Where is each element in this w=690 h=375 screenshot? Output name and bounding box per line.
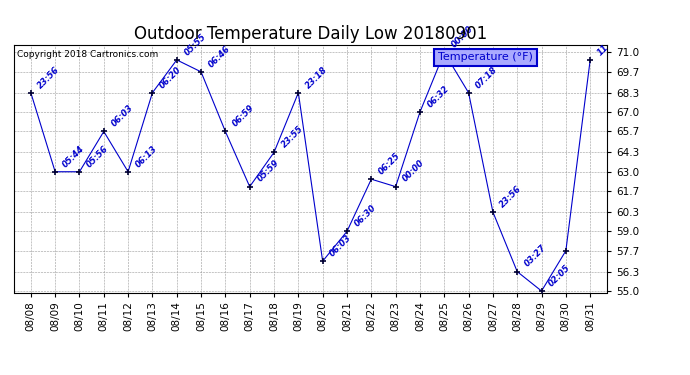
Text: 23:55: 23:55 <box>279 124 305 150</box>
Text: 05:59: 05:59 <box>255 159 281 184</box>
Text: 05:44: 05:44 <box>61 144 86 169</box>
Text: 23:56: 23:56 <box>498 184 524 209</box>
Text: 06:32: 06:32 <box>426 84 451 110</box>
Text: Temperature (°F): Temperature (°F) <box>438 53 533 62</box>
Text: 00:00: 00:00 <box>450 24 475 50</box>
Text: 06:03: 06:03 <box>328 233 353 258</box>
Text: 06:59: 06:59 <box>231 104 256 129</box>
Text: 03:27: 03:27 <box>523 243 548 269</box>
Text: 06:20: 06:20 <box>158 64 184 90</box>
Text: 06:30: 06:30 <box>353 203 378 229</box>
Text: 23:56: 23:56 <box>37 64 61 90</box>
Text: 07:18: 07:18 <box>474 64 500 90</box>
Text: 06:46: 06:46 <box>206 44 232 69</box>
Text: 00:00: 00:00 <box>401 159 426 184</box>
Text: 06:03: 06:03 <box>109 104 135 129</box>
Text: Copyright 2018 Cartronics.com: Copyright 2018 Cartronics.com <box>17 50 158 59</box>
Title: Outdoor Temperature Daily Low 20180901: Outdoor Temperature Daily Low 20180901 <box>134 26 487 44</box>
Text: 06:13: 06:13 <box>134 144 159 169</box>
Text: 23:18: 23:18 <box>304 64 329 90</box>
Text: 11: 11 <box>595 42 611 57</box>
Text: 06:25: 06:25 <box>377 151 402 176</box>
Text: 05:55: 05:55 <box>182 32 208 57</box>
Text: 05:56: 05:56 <box>85 144 110 169</box>
Text: 02:05: 02:05 <box>547 263 573 288</box>
